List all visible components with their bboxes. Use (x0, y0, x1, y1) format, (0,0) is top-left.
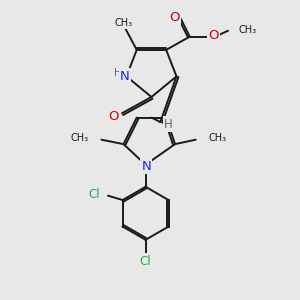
Text: N: N (141, 160, 151, 173)
Text: H: H (164, 118, 173, 131)
Text: CH₃: CH₃ (238, 25, 256, 34)
Text: H: H (114, 68, 122, 78)
Text: N: N (120, 70, 130, 83)
Text: O: O (169, 11, 180, 24)
Text: Cl: Cl (140, 254, 152, 268)
Text: CH₃: CH₃ (71, 133, 89, 143)
Text: O: O (208, 29, 218, 42)
Text: Cl: Cl (88, 188, 100, 201)
Text: CH₃: CH₃ (114, 17, 133, 28)
Text: O: O (109, 110, 119, 123)
Text: CH₃: CH₃ (208, 133, 226, 143)
